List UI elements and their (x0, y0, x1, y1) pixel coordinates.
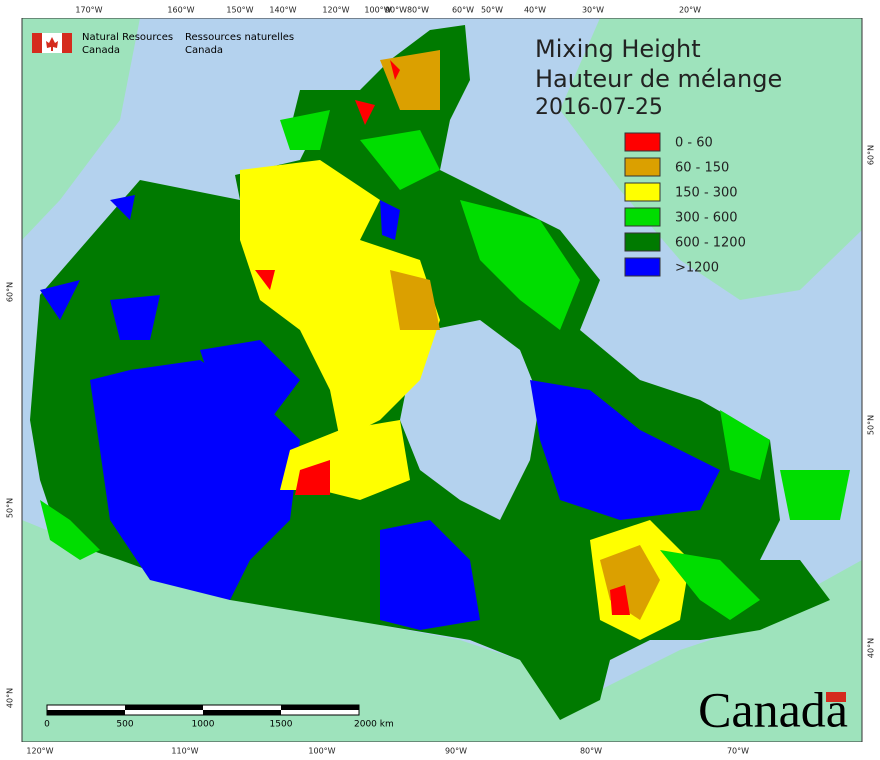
latitude-label: 60°N (6, 282, 15, 302)
legend-label: 150 - 300 (675, 186, 738, 201)
longitude-label: 170°W (75, 6, 102, 15)
longitude-label: 60°W (452, 6, 474, 15)
legend-swatch (624, 207, 661, 227)
blob (90, 360, 300, 600)
longitude-label: 150°W (226, 6, 253, 15)
margin-top (0, 0, 880, 18)
legend-swatch (624, 182, 661, 202)
title: Mixing Height (535, 35, 701, 63)
scale-bar-label: 2000 km (354, 720, 394, 730)
longitude-label: 140°W (269, 6, 296, 15)
header-text: Canada (185, 45, 223, 56)
blob (380, 520, 480, 630)
longitude-label: 30°W (582, 6, 604, 15)
title: Hauteur de mélange (535, 65, 782, 93)
longitude-label: 90°W (445, 747, 467, 756)
longitude-label: 70°W (727, 747, 749, 756)
flag-bar (62, 33, 72, 53)
longitude-label: 100°W (364, 6, 391, 15)
scale-bar-segment (281, 705, 359, 710)
header-text: Natural Resources (82, 32, 173, 43)
flag-bar (32, 33, 42, 53)
latitude-label: 40°N (6, 688, 15, 708)
legend-swatch (624, 257, 661, 277)
legend-label: 0 - 60 (675, 136, 713, 151)
margin-bottom (0, 742, 880, 760)
longitude-label: 120°W (26, 747, 53, 756)
scale-bar-label: 500 (116, 720, 133, 730)
longitude-label: 110°W (171, 747, 198, 756)
wordmark: Canada (698, 681, 848, 737)
blob (200, 340, 300, 420)
longitude-label: 160°W (167, 6, 194, 15)
blob (240, 160, 440, 440)
scale-bar-segment (47, 710, 125, 715)
scale-bar-label: 1500 (270, 720, 293, 730)
longitude-label: 90°W (385, 6, 407, 15)
longitude-label: 50°W (481, 6, 503, 15)
latitude-label: 50°N (6, 498, 15, 518)
latitude-label: 60°N (867, 145, 876, 165)
legend-swatch (624, 132, 661, 152)
header-text: Ressources naturelles (185, 32, 294, 43)
alaska (22, 18, 140, 240)
scale-bar-label: 1000 (192, 720, 215, 730)
usa (22, 520, 862, 742)
legend-swatch (624, 232, 661, 252)
legend-label: 300 - 600 (675, 211, 738, 226)
legend-label: >1200 (675, 261, 719, 276)
blob (380, 50, 440, 330)
legend-label: 60 - 150 (675, 161, 729, 176)
latitude-label: 40°N (867, 638, 876, 658)
map-body (22, 18, 862, 742)
header-text: Canada (82, 45, 120, 56)
scale-bar-label: 0 (44, 720, 50, 730)
greenland (560, 18, 862, 300)
scale-bar-segment (125, 705, 203, 710)
maple-leaf (46, 37, 58, 51)
nrcan-logo: Natural Resources Canada Ressources natu… (32, 32, 294, 56)
legend-label: 600 - 1200 (675, 236, 746, 251)
scale-bar-segment (203, 710, 281, 715)
legend-swatch (624, 157, 661, 177)
hudson-bay (400, 320, 540, 520)
longitude-label: 120°W (322, 6, 349, 15)
blob (40, 280, 160, 340)
wordmark-flag (826, 692, 846, 702)
date: 2016-07-25 (535, 95, 663, 120)
latitude-label: 50°N (867, 415, 876, 435)
scale-bar (46, 704, 360, 716)
blob (280, 110, 850, 520)
longitude-label: 20°W (679, 6, 701, 15)
longitude-label: 80°W (407, 6, 429, 15)
longitude-label: 100°W (308, 747, 335, 756)
longitude-label: 80°W (580, 747, 602, 756)
longitude-label: 40°W (524, 6, 546, 15)
blob (530, 380, 720, 520)
